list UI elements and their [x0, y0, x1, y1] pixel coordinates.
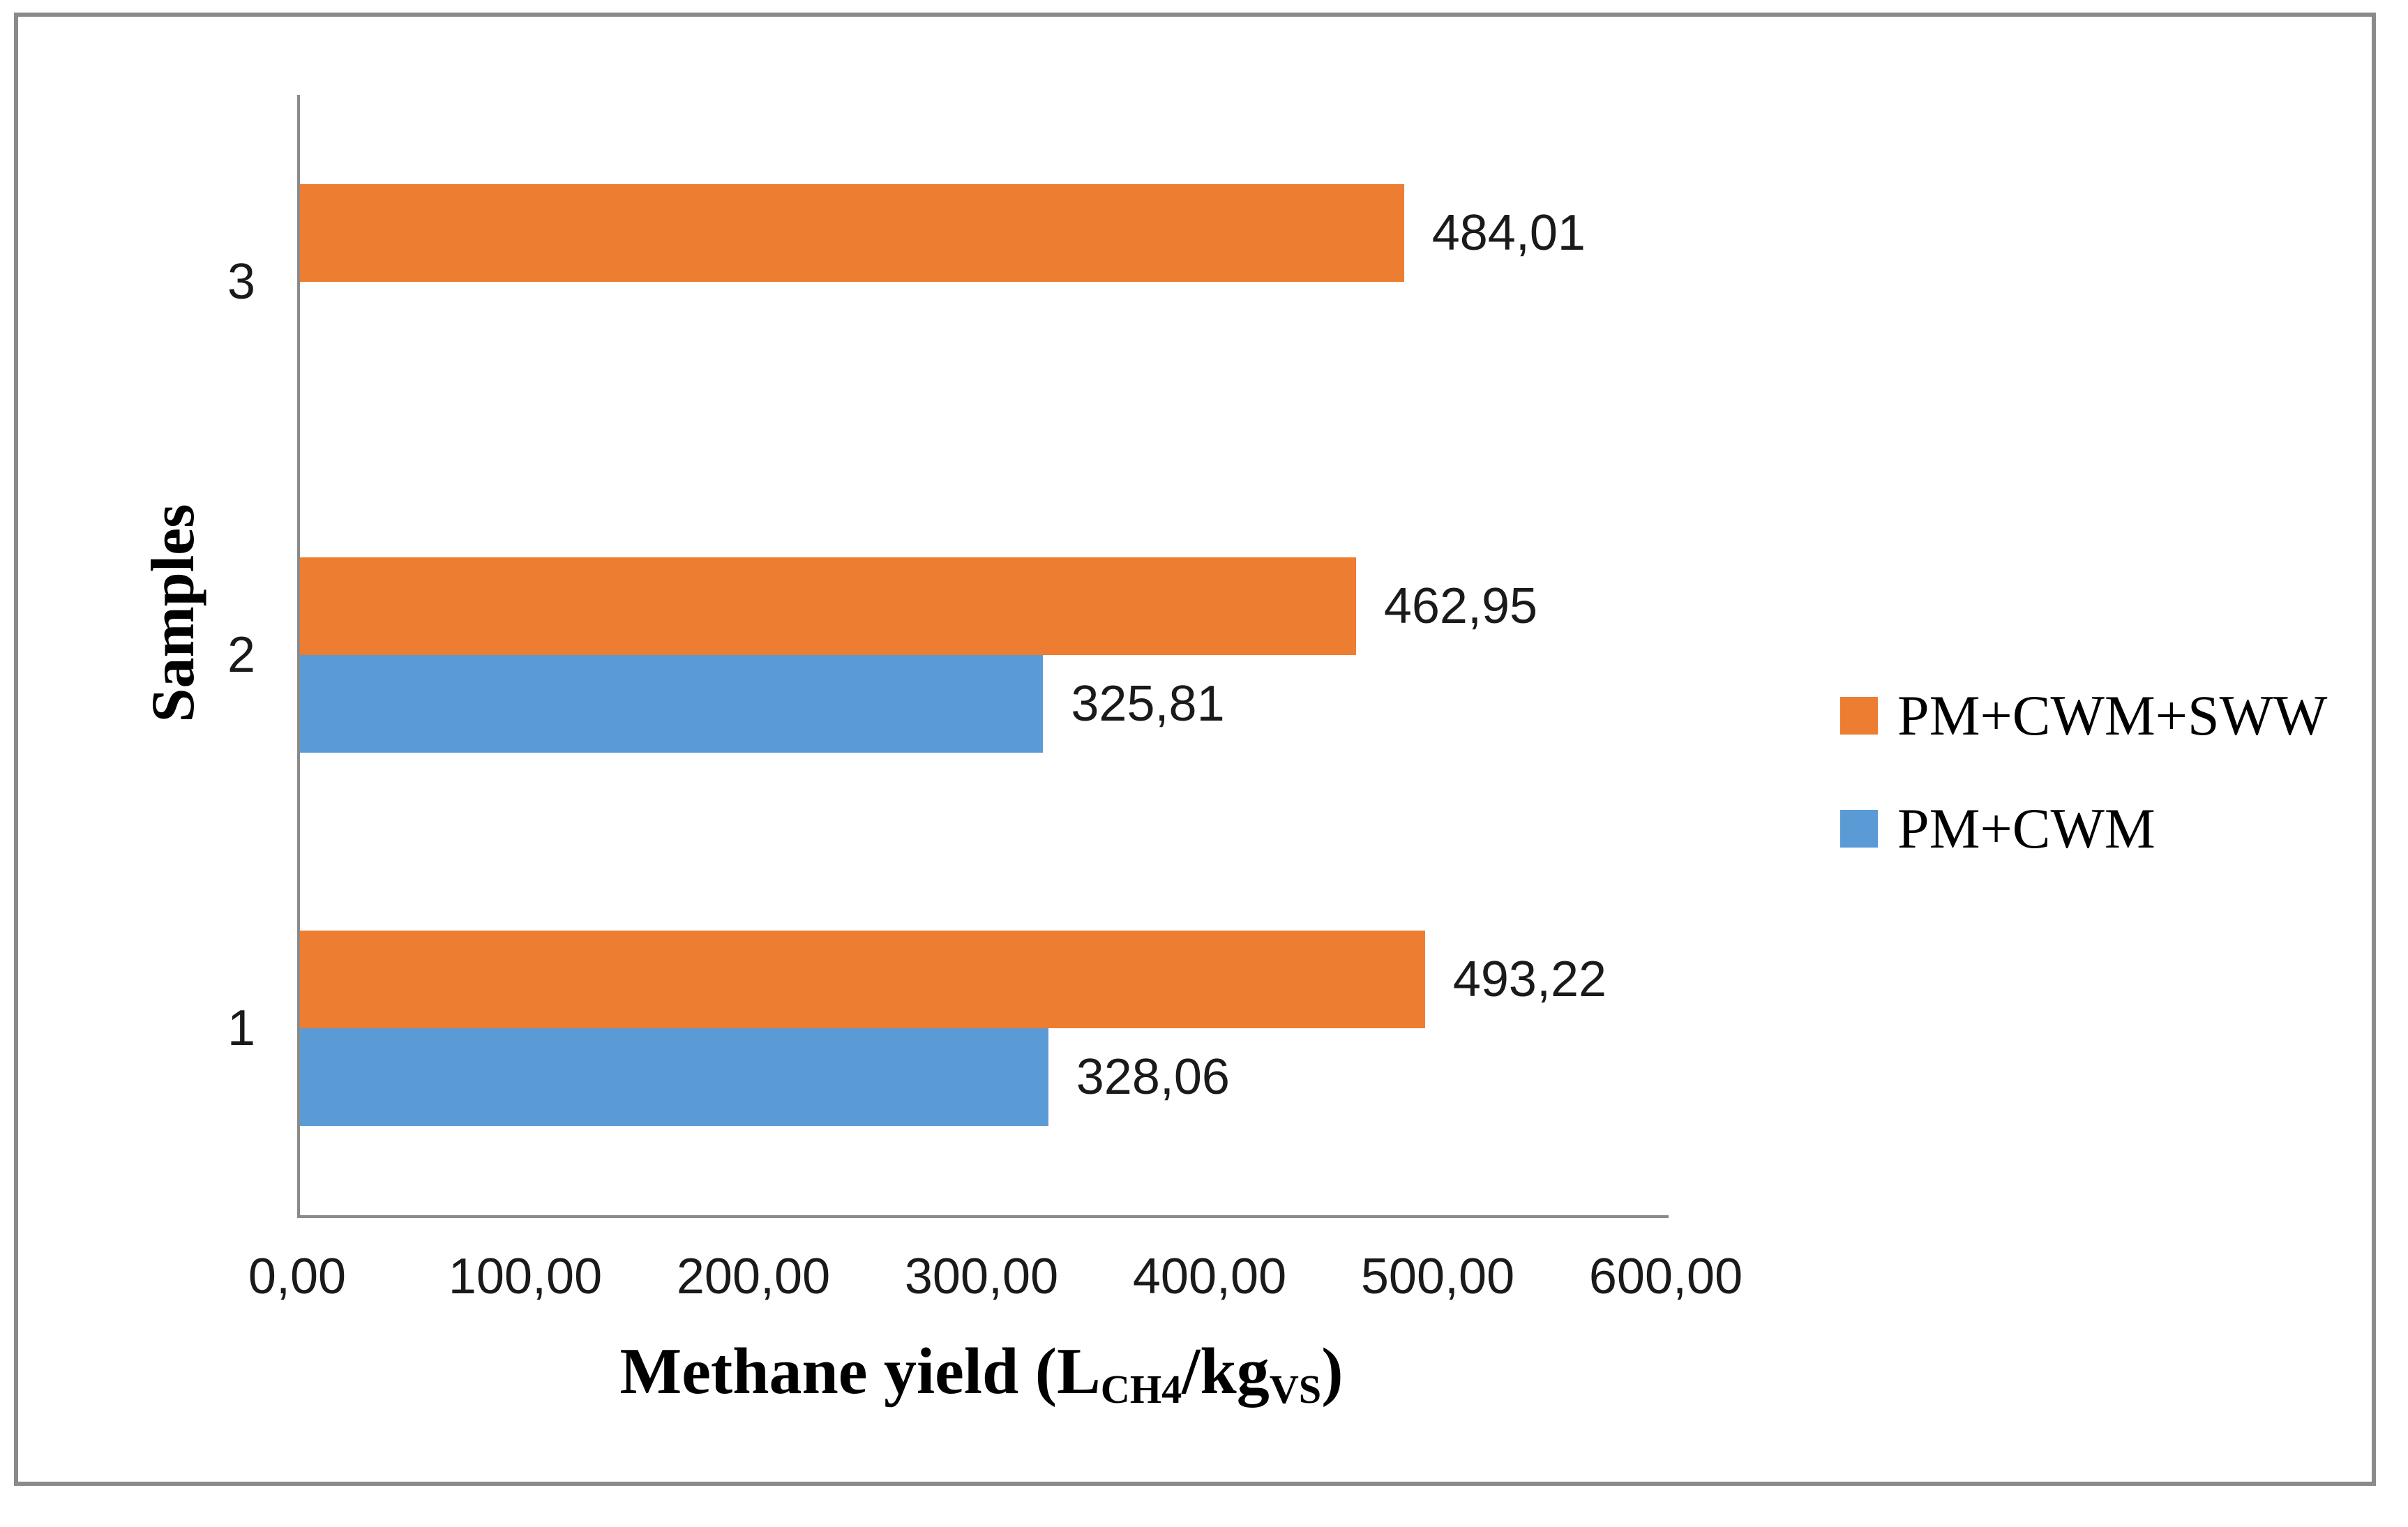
- legend-swatch-pm-cwm: [1840, 810, 1878, 848]
- legend-label-pm-cwm-sww: PM+CWM+SWW: [1897, 684, 2328, 747]
- x-tick-label-500-00: 500,00: [1360, 1249, 1515, 1304]
- x-tick-label-100-00: 100,00: [448, 1249, 603, 1304]
- x-tick-label-0-00: 0,00: [248, 1249, 347, 1304]
- x-axis-title: Methane yield (LCH4/kgVS): [297, 1323, 1666, 1420]
- x-axis-title-subscript-ch4: CH4: [1100, 1366, 1182, 1412]
- x-tick-label-200-00: 200,00: [676, 1249, 831, 1304]
- value-label-pm-cwm-sww-sample-1: 493,22: [1452, 951, 1607, 1008]
- x-axis-title-subscript-vs: VS: [1269, 1366, 1322, 1412]
- legend-item-pm-cwm-sww: PM+CWM+SWW: [1840, 684, 2328, 747]
- x-axis-title-text: ): [1321, 1335, 1344, 1408]
- bar-pm-cwm-sww-sample-3: [300, 183, 1404, 282]
- bar-pm-cwm-sample-2: [300, 655, 1044, 753]
- value-label-pm-cwm-sww-sample-2: 462,95: [1383, 578, 1538, 634]
- legend-item-pm-cwm: PM+CWM: [1840, 797, 2155, 860]
- bar-pm-cwm-sample-1: [300, 1028, 1048, 1127]
- chart-border-frame: Samples 484,01 462,95 325,81 493,22 328,06 3…: [14, 13, 2376, 1486]
- x-tick-label-300-00: 300,00: [904, 1249, 1059, 1304]
- legend-swatch-pm-cwm-sww: [1840, 697, 1878, 735]
- bar-pm-cwm-sww-sample-2: [300, 557, 1356, 655]
- y-axis-title: Samples: [140, 504, 207, 723]
- plot-area: 484,01 462,95 325,81 493,22 328,06: [297, 95, 1669, 1218]
- x-tick-label-600-00: 600,00: [1588, 1249, 1743, 1304]
- value-label-pm-cwm-sample-1: 328,06: [1076, 1049, 1230, 1106]
- category-label-3: 3: [227, 253, 255, 310]
- x-tick-label-400-00: 400,00: [1132, 1249, 1287, 1304]
- x-axis-title-text: Methane yield (L: [619, 1335, 1101, 1408]
- value-label-pm-cwm-sample-2: 325,81: [1071, 676, 1225, 732]
- bar-pm-cwm-sww-sample-1: [300, 931, 1425, 1029]
- legend-label-pm-cwm: PM+CWM: [1897, 797, 2155, 860]
- x-axis-title-text: /kg: [1182, 1335, 1270, 1408]
- category-label-2: 2: [227, 627, 255, 683]
- category-label-1: 1: [227, 1000, 255, 1057]
- value-label-pm-cwm-sww-sample-3: 484,01: [1431, 204, 1586, 261]
